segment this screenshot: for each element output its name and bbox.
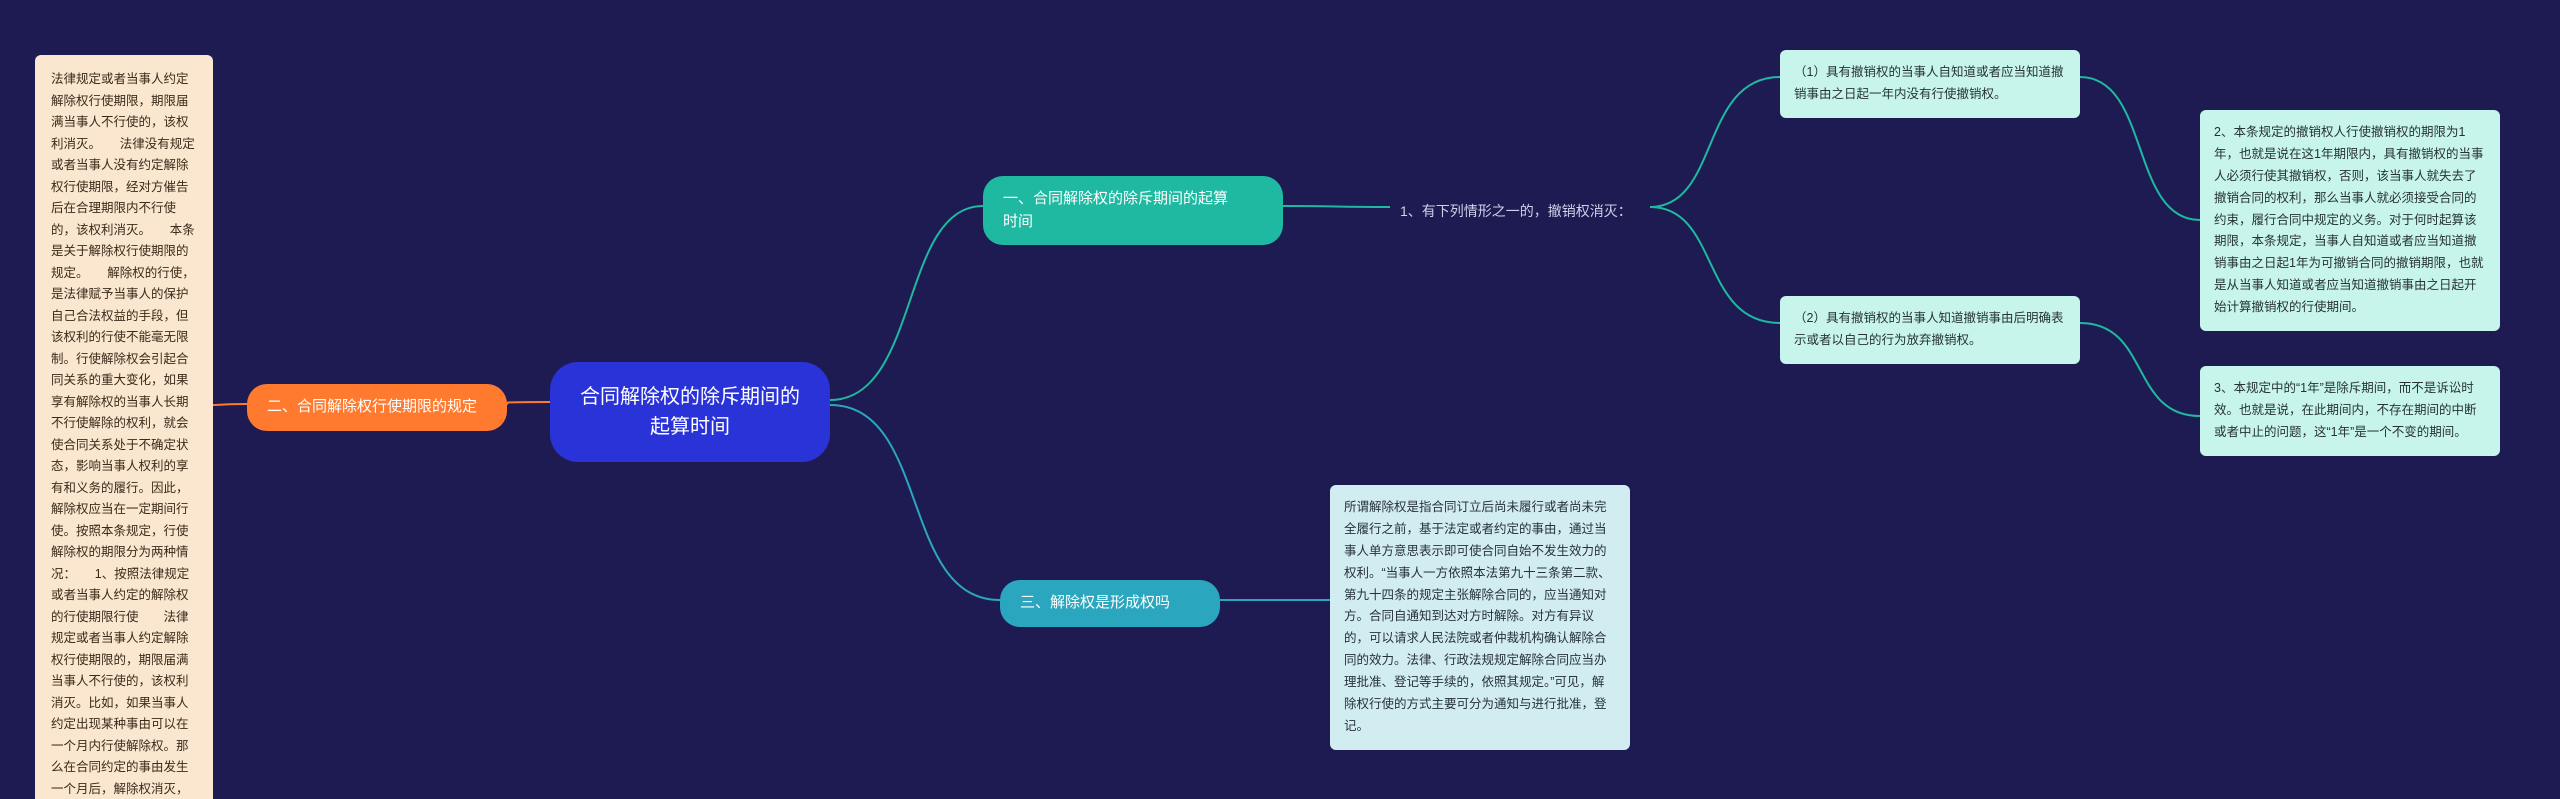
root-node[interactable]: 合同解除权的除斥期间的起算时间 [550,362,830,462]
branch-1[interactable]: 一、合同解除权的除斥期间的起算时间 [983,176,1283,245]
branch-1-leaf-1[interactable]: （1）具有撤销权的当事人自知道或者应当知道撤销事由之日起一年内没有行使撤销权。 [1780,50,2080,118]
branch-2[interactable]: 二、合同解除权行使期限的规定 [247,384,507,431]
branch-3-leaf[interactable]: 所谓解除权是指合同订立后尚未履行或者尚未完全履行之前，基于法定或者约定的事由，通… [1330,485,1630,750]
branch-3[interactable]: 三、解除权是形成权吗 [1000,580,1220,627]
branch-1-leaf-1-child[interactable]: 2、本条规定的撤销权人行使撤销权的期限为1年，也就是说在这1年期限内，具有撤销权… [2200,110,2500,331]
branch-1-leaf-2-child[interactable]: 3、本规定中的“1年”是除斥期间，而不是诉讼时效。也就是说，在此期间内，不存在期… [2200,366,2500,456]
branch-1-leaf-2[interactable]: （2）具有撤销权的当事人知道撤销事由后明确表示或者以自己的行为放弃撤销权。 [1780,296,2080,364]
branch-1-sub[interactable]: 1、有下列情形之一的，撤销权消灭： [1390,194,1650,229]
branch-2-leaf[interactable]: 法律规定或者当事人约定解除权行使期限，期限届满当事人不行使的，该权利消灭。 法律… [35,55,213,799]
